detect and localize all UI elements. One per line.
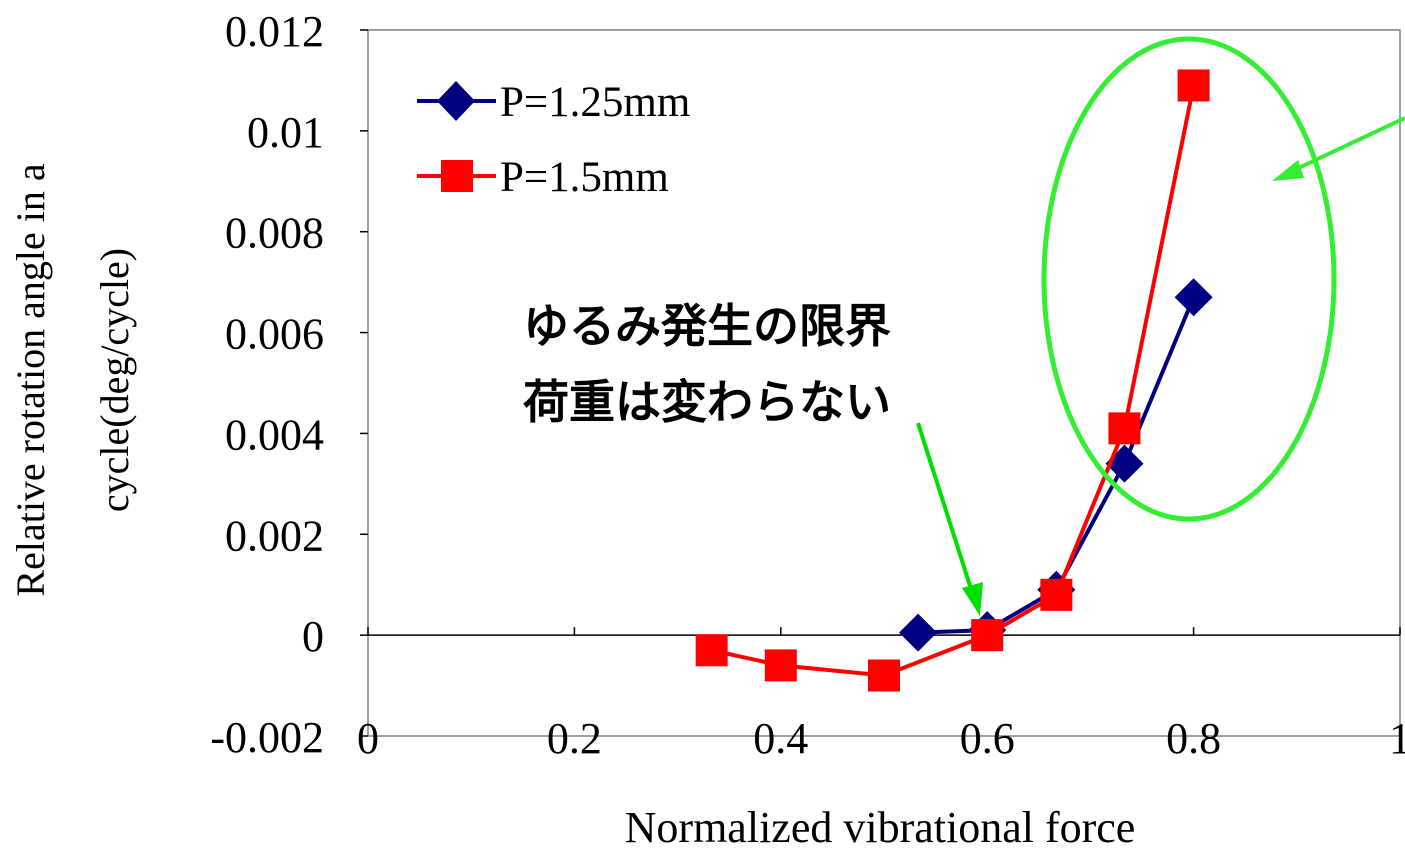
y-tick-label: 0.004 (225, 410, 324, 459)
x-tick-label: 1 (1389, 714, 1405, 763)
y-tick-label: 0.01 (247, 108, 324, 157)
x-tick-label: 0 (357, 714, 379, 763)
y-axis-label-line-2: cycle(deg/cycle) (92, 248, 137, 512)
legend-label-p125: P=1.25mm (500, 79, 690, 126)
data-point (1108, 412, 1141, 445)
series-layer (695, 69, 1213, 692)
y-tick-label: 0.008 (225, 209, 324, 258)
x-axis-label: Normalized vibrational force (625, 803, 1136, 852)
legend-marker-p15 (441, 160, 473, 192)
series-2 (695, 69, 1210, 692)
data-point (899, 613, 938, 652)
legend-label-p15: P=1.5mm (500, 154, 669, 201)
data-point (1040, 578, 1073, 611)
data-point (764, 649, 797, 682)
data-point (1174, 278, 1213, 317)
y-tick-label: -0.002 (210, 713, 324, 762)
y-axis-label: Relative rotation angle in a cycle(deg/c… (8, 163, 137, 596)
annotation-line-2: 荷重は変わらない (523, 375, 891, 429)
y-axis-label-line-1: Relative rotation angle in a (8, 163, 53, 596)
data-point (695, 634, 728, 667)
y-axis: -0.002 0 0.002 0.004 0.006 0.008 0.01 0.012 (210, 7, 368, 762)
y-tick-label: 0 (302, 612, 324, 661)
y-tick-label: 0.002 (225, 511, 324, 560)
y-tick-label: 0.006 (225, 310, 324, 359)
data-point (1177, 69, 1210, 102)
annotation-line-1: ゆるみ発生の限界 (523, 299, 891, 353)
legend: P=1.25mm P=1.5mm (417, 79, 690, 201)
x-tick-label: 0.4 (753, 714, 808, 763)
x-tick-label: 0.8 (1166, 714, 1221, 763)
data-point (971, 619, 1004, 652)
highlight-ellipse (1041, 36, 1337, 522)
plot-area (367, 29, 1401, 737)
plot-border (367, 29, 1401, 737)
data-point (868, 659, 900, 692)
highlight-arrow (1272, 116, 1405, 181)
legend-marker-p125 (437, 81, 475, 121)
x-tick-label: 0.2 (547, 714, 602, 763)
x-tick-label: 0.6 (960, 714, 1015, 763)
y-tick-label: 0.012 (225, 7, 324, 56)
x-axis: 0 0.2 0.4 0.6 0.8 1 (357, 627, 1405, 763)
annotation-arrow (916, 422, 983, 616)
